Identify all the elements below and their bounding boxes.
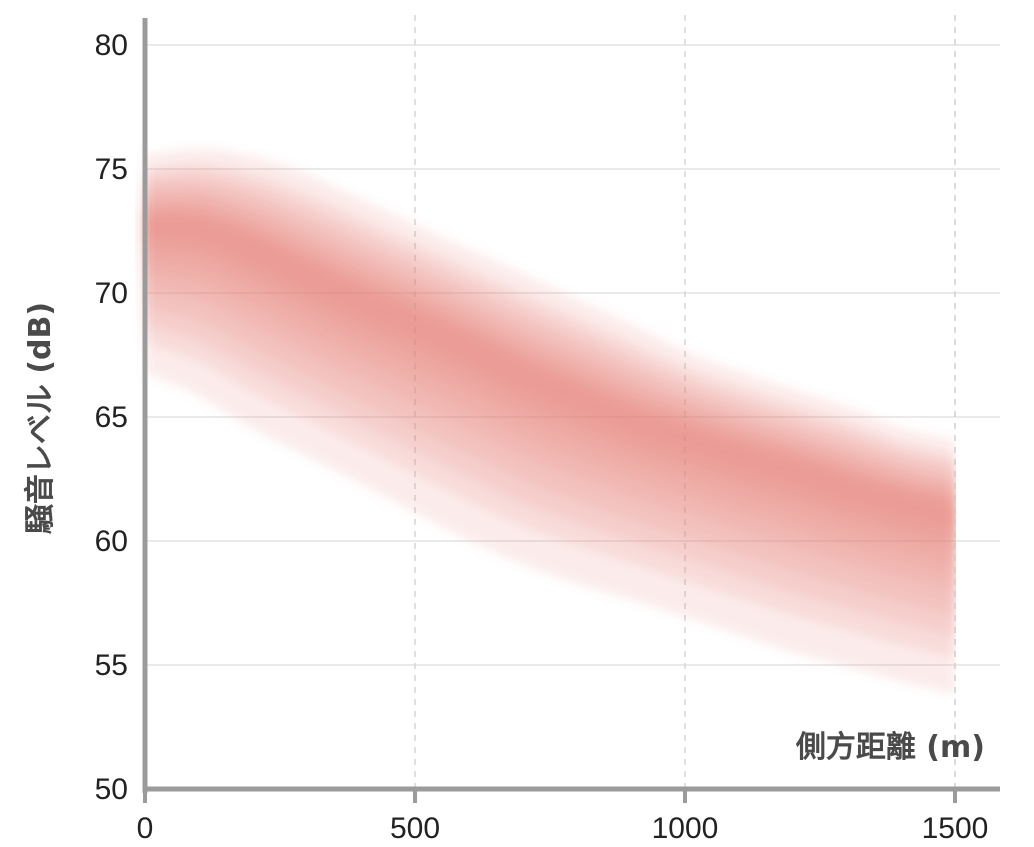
y-tick-label: 60 bbox=[95, 525, 128, 558]
y-tick-label: 70 bbox=[95, 277, 128, 310]
x-tick-label: 1000 bbox=[652, 812, 719, 845]
y-axis-title: 騒音レベル (dB) bbox=[23, 302, 58, 534]
x-tick-labels: 0 500 1000 1500 bbox=[137, 812, 989, 845]
noise-band bbox=[145, 15, 1034, 789]
x-tick-label: 0 bbox=[137, 812, 154, 845]
y-tick-label: 55 bbox=[95, 649, 128, 682]
x-axis-title: 側方距離 (m) bbox=[795, 730, 985, 765]
noise-band-layer bbox=[145, 216, 955, 529]
axes bbox=[142, 18, 1000, 803]
y-tick-label: 50 bbox=[95, 773, 128, 806]
y-tick-label: 75 bbox=[95, 153, 128, 186]
y-tick-label: 80 bbox=[95, 29, 128, 62]
x-tick-label: 500 bbox=[390, 812, 440, 845]
y-tick-labels: 50 55 60 65 70 75 80 bbox=[95, 29, 128, 806]
x-tick-label: 1500 bbox=[922, 812, 989, 845]
y-tick-label: 65 bbox=[95, 401, 128, 434]
